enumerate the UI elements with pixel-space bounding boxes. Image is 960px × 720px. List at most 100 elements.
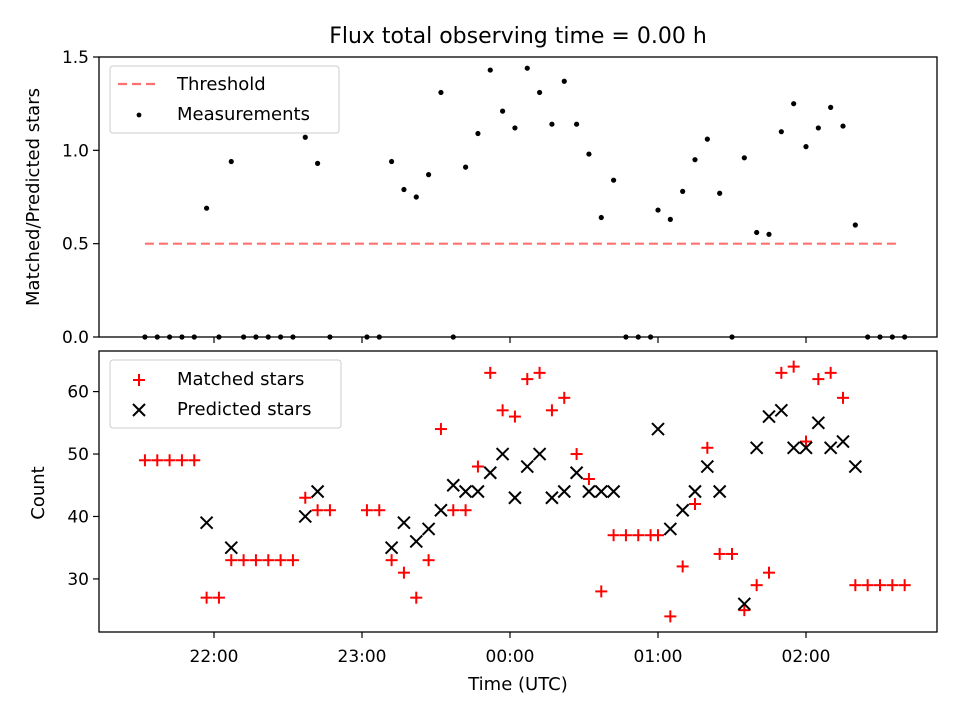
matched-star-point: [787, 360, 800, 373]
measurement-point: [487, 67, 493, 73]
predicted-star-point: [471, 484, 485, 499]
predicted-star-point: [762, 409, 776, 424]
matched-star-point: [237, 554, 250, 567]
matched-star-point: [713, 547, 726, 560]
measurement-point: [302, 134, 308, 140]
matched-star-point: [459, 504, 472, 517]
predicted-star-point: [384, 540, 399, 555]
measurement-point: [611, 177, 617, 183]
predicted-star-point: [606, 484, 621, 499]
measurement-point: [574, 121, 580, 127]
top-y-tick-label: 0.0: [62, 328, 89, 348]
measurement-point: [438, 89, 444, 96]
matched-star-point: [763, 566, 775, 579]
matched-star-point: [558, 391, 571, 404]
bottom-legend: Matched stars Predicted stars: [109, 359, 342, 429]
matched-star-point: [447, 504, 460, 517]
top-y-tick-label: 1.5: [62, 48, 89, 68]
predicted-star-point: [458, 484, 473, 499]
matched-star-point: [508, 410, 521, 423]
predicted-star-point: [310, 484, 325, 499]
measurement-point: [524, 65, 530, 71]
matched-star-point: [521, 373, 534, 386]
bottom-panel: Count Time (UTC) 30 40 50 60 22:00 23:00 00:0…: [28, 350, 938, 695]
matched-star-point: [676, 560, 689, 573]
matched-star-point: [323, 504, 336, 517]
predicted-star-point: [532, 447, 547, 461]
measurement-point: [549, 121, 555, 127]
measurement-point: [500, 108, 506, 114]
matched-star-point: [570, 448, 583, 461]
bottom-y-axis-label: Count: [28, 466, 49, 519]
predicted-star-point: [749, 441, 764, 455]
legend-matched-label: Matched stars: [177, 369, 304, 390]
measurement-point: [680, 188, 686, 194]
predicted-star-point: [582, 484, 596, 499]
predicted-star-point: [446, 478, 460, 492]
top-legend: Threshold Measurements: [109, 65, 340, 134]
matched-star-point: [689, 497, 701, 510]
measurement-point: [228, 158, 234, 165]
matched-star-point: [837, 391, 849, 404]
top-legend-box: [109, 65, 340, 134]
bottom-y-tick-label: 30: [67, 570, 89, 590]
measurement-point: [537, 89, 543, 96]
predicted-star-point: [712, 484, 727, 499]
measurement-point: [413, 194, 419, 200]
measurement-point: [389, 158, 395, 165]
matched-star-point: [849, 579, 862, 592]
matched-star-point: [898, 579, 911, 592]
matched-star-point: [800, 435, 812, 448]
matched-star-point: [607, 529, 620, 542]
predicted-star-point: [737, 597, 752, 611]
measurement-point: [667, 216, 673, 222]
predicted-star-point: [688, 484, 702, 499]
matched-star-point: [750, 579, 763, 592]
measurement-point: [598, 214, 604, 221]
matched-star-point: [582, 473, 595, 486]
matched-star-point: [249, 554, 262, 567]
predicted-star-points: [199, 403, 863, 611]
measurement-point: [204, 205, 210, 211]
matched-star-point: [812, 373, 825, 386]
matched-star-point: [632, 529, 645, 542]
predicted-star-point: [700, 459, 715, 474]
predicted-star-point: [199, 516, 214, 530]
legend-measurement-label: Measurements: [177, 104, 310, 125]
matched-star-point: [299, 491, 312, 504]
predicted-star-point: [594, 484, 608, 499]
predicted-star-point: [651, 422, 665, 436]
measurement-point: [778, 129, 784, 135]
matched-star-point: [874, 579, 886, 592]
measurement-point: [840, 123, 846, 129]
matched-star-point: [200, 591, 213, 604]
predicted-star-point: [298, 509, 312, 524]
matched-star-point: [434, 423, 447, 436]
top-y-tick-label: 0.5: [62, 235, 89, 255]
matched-star-point: [385, 554, 398, 567]
predicted-star-point: [774, 403, 789, 418]
predicted-star-point: [836, 434, 850, 449]
measurement-point: [791, 101, 797, 107]
predicted-star-point: [557, 484, 571, 499]
bottom-legend-box: [109, 359, 342, 429]
matched-star-point: [824, 366, 837, 379]
matched-star-point: [595, 585, 608, 598]
predicted-star-point: [434, 503, 448, 517]
matched-star-point: [373, 504, 386, 517]
predicted-star-point: [520, 459, 534, 474]
matched-star-point: [726, 547, 738, 560]
bottom-y-ticks: 30 40 50 60: [67, 383, 99, 590]
matched-star-points: [138, 360, 911, 623]
measurement-point: [717, 190, 723, 196]
measurement-point: [766, 231, 772, 237]
matched-star-point: [286, 554, 299, 567]
top-y-ticks: 0.0 0.5 1.0 1.5: [62, 48, 99, 348]
x-axis-label: Time (UTC): [467, 674, 568, 695]
matched-star-point: [484, 366, 497, 379]
measurement-point: [586, 151, 592, 157]
measurement-point: [828, 104, 834, 110]
measurement-point: [754, 229, 760, 236]
measurement-point: [655, 207, 661, 213]
bottom-plot-frame: [98, 350, 938, 633]
